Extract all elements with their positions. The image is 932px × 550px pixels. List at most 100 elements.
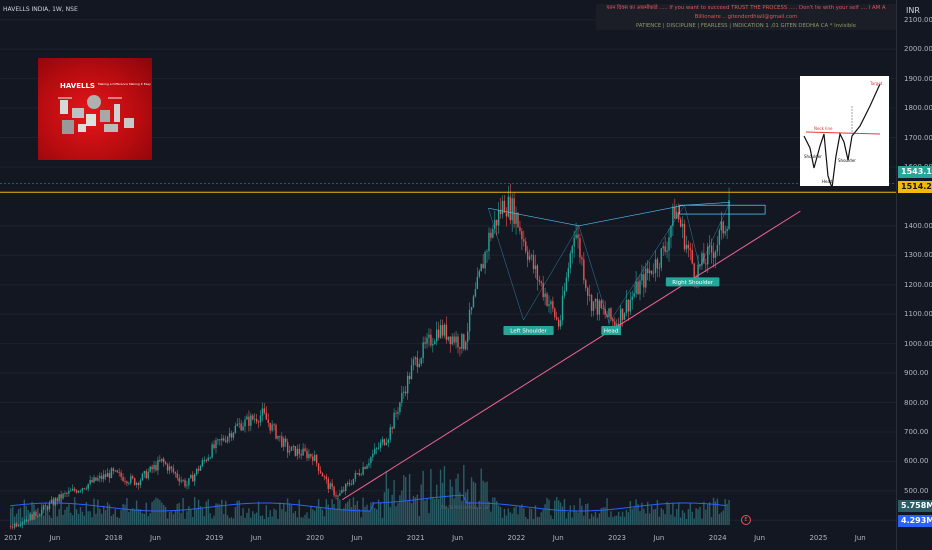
candle-body <box>536 265 539 280</box>
price-tick-label: 1400.00 <box>904 221 932 230</box>
candle-body <box>337 495 339 497</box>
volume-bar <box>716 498 719 525</box>
candle-body <box>534 265 537 270</box>
candle-body <box>577 234 579 239</box>
banner: यतन दिवस का अकमीकांडे ..... If you want … <box>596 4 896 30</box>
candle-body <box>689 248 692 251</box>
candle-body <box>238 423 240 425</box>
candle-body <box>693 263 695 279</box>
candle-body <box>341 489 343 494</box>
candle-body <box>147 471 149 479</box>
volume-bar <box>515 506 517 525</box>
candle-body <box>207 457 209 461</box>
volume-bar <box>629 501 632 525</box>
candle-body <box>203 460 206 461</box>
candle-body <box>579 238 581 258</box>
candle-body <box>554 308 556 318</box>
candle-body <box>17 525 20 527</box>
volume-bar <box>538 517 541 525</box>
volume-bar <box>575 510 577 525</box>
volume-bar <box>360 517 362 525</box>
candle-body <box>211 444 213 458</box>
candle-body <box>556 317 558 320</box>
event-marker[interactable]: E <box>741 515 751 525</box>
volume-bar <box>141 513 144 525</box>
time-tick-label: Jun <box>653 534 665 542</box>
price-tick-label: 500.00 <box>904 486 929 495</box>
candle-body <box>664 246 666 252</box>
candle-body <box>393 412 395 429</box>
candle-body <box>269 422 271 431</box>
candle-body <box>544 293 546 298</box>
price-axis[interactable] <box>896 0 932 550</box>
volume-bar <box>722 510 724 525</box>
volume-bar <box>397 503 399 525</box>
candle-body <box>416 357 419 367</box>
candle-body <box>542 283 544 298</box>
volume-bar <box>352 497 355 525</box>
candle-body <box>604 308 606 315</box>
volume-bar <box>703 501 705 525</box>
candle-body <box>35 511 37 517</box>
volume-bar <box>683 512 686 525</box>
volume-bar <box>654 508 657 525</box>
volume-bar <box>327 504 329 525</box>
breakout-box <box>679 204 766 215</box>
candle-body <box>97 478 99 481</box>
candle-body <box>192 474 194 482</box>
volume-bar <box>234 507 237 525</box>
volume-bar <box>312 509 314 525</box>
volume-bar <box>77 513 80 525</box>
volume-bar <box>242 508 244 525</box>
volume-bar <box>691 511 693 525</box>
volume-bar <box>525 516 527 525</box>
volume-bar <box>190 509 192 525</box>
candle-body <box>292 446 295 447</box>
candle-body <box>674 206 676 219</box>
volume-bar <box>598 513 601 525</box>
candle-body <box>573 237 575 247</box>
candle-body <box>168 466 171 471</box>
candle-body <box>569 253 571 269</box>
candle-body <box>29 514 31 521</box>
volume-bar <box>461 500 463 525</box>
volume-bar <box>441 482 444 525</box>
volume-bar <box>345 503 347 525</box>
candle-body <box>48 502 51 510</box>
volume-bar <box>468 501 471 525</box>
candle-body <box>720 221 722 231</box>
volume-bar <box>56 516 58 525</box>
volume-bar <box>236 500 238 525</box>
candle-body <box>405 391 407 394</box>
volume-bar <box>453 498 455 525</box>
volume-bar <box>205 501 208 525</box>
candle-body <box>627 299 630 312</box>
volume-bar <box>573 505 575 525</box>
volume-bar <box>120 509 122 525</box>
volume-bar <box>608 517 610 525</box>
candle-body <box>252 415 254 420</box>
volume-bar <box>300 517 302 525</box>
candle-body <box>120 472 122 477</box>
logo-tagline: Making a Difference Making it Easy <box>98 82 151 86</box>
time-tick-label: Jun <box>854 534 866 542</box>
candle-body <box>612 318 614 322</box>
volume-bar <box>643 508 645 525</box>
volume-bar <box>724 499 726 525</box>
candle-body <box>255 418 258 422</box>
volume-bar <box>195 508 198 525</box>
candle-body <box>616 323 618 328</box>
candle-body <box>141 473 144 481</box>
volume-bar <box>72 515 74 525</box>
price-tick-label: 800.00 <box>904 398 929 407</box>
candle-body <box>379 442 382 448</box>
candle-body <box>366 465 368 469</box>
candle-body <box>286 442 289 453</box>
candle-body <box>490 232 492 238</box>
candle-body <box>33 511 35 520</box>
candle-body <box>457 336 459 348</box>
candle-body <box>712 252 715 258</box>
volume-bar <box>85 501 87 525</box>
